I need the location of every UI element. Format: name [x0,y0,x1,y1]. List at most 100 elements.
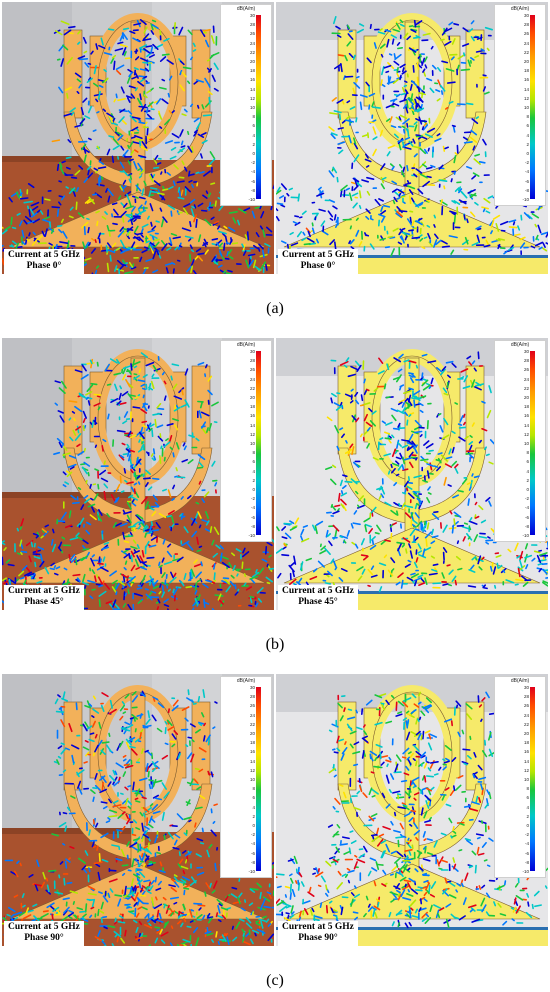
figure-row-a: dB(A/m) 30 28 26 24 22 20 18 16 14 12 10 8 6 4 2 0 -2 -4 -6… [0,2,550,274]
colorbar-tick-label: -10 [522,197,529,202]
colorbar-tick-label: 4 [252,468,255,474]
colorbar-tick-label: 2 [526,813,529,819]
colorbar-tick-label: 22 [523,385,529,391]
colorbar-tick-label: -6 [524,850,529,856]
colorbar-tick-label: 0 [526,151,529,156]
colorbar-tick-label: 14 [249,422,255,428]
colorbar-ticks: 30 28 26 24 22 20 18 16 14 12 10 8 6 4 2 0 -2 -4 -6 -8 -10 [243,13,255,202]
colorbar-tick-label: 12 [523,95,529,101]
ground-strip [336,257,548,274]
colorbar-tick-label: 8 [252,114,255,120]
colorbar-tick-label: 30 [249,349,255,354]
colorbar: dB(A/m) 30 28 26 24 22 20 18 16 14 12 10 8 6 4 2 0 -2 -4 -6… [220,4,272,206]
colorbar-tick-label: 16 [249,77,255,83]
colorbar-tick-label: -10 [248,533,255,538]
colorbar-tick-label: 10 [249,777,255,782]
panel-label-frequency: Current at 5 GHz [282,586,354,596]
simulation-panel-right: dB(A/m) 30 28 26 24 22 20 18 16 14 12 10 8 6 4 2 0 -2 -4 -6… [276,2,548,274]
colorbar-unit: dB(A/m) [510,342,530,348]
colorbar-tick-label: 2 [526,477,529,483]
antenna [9,685,267,920]
colorbar-tick-label: 20 [249,59,255,64]
colorbar-tick-label: 0 [526,823,529,828]
figure-row-b: dB(A/m) 30 28 26 24 22 20 18 16 14 12 10 8 6 4 2 0 -2 -4 -6… [0,338,550,610]
colorbar-tick-label: 18 [249,68,255,74]
colorbar-tick-label: -8 [250,859,255,865]
colorbar-tick-label: -4 [524,505,529,511]
colorbar-tick-label: 20 [523,395,529,400]
colorbar-gradient [530,15,535,199]
colorbar-tick-label: -6 [524,514,529,520]
colorbar-tick-label: 24 [523,712,529,718]
colorbar-ticks: 30 28 26 24 22 20 18 16 14 12 10 8 6 4 2 0 -2 -4 -6 -8 -10 [517,13,529,202]
colorbar-tick-label: 18 [249,404,255,410]
colorbar-tick-label: 22 [523,49,529,55]
colorbar-unit: dB(A/m) [510,6,530,12]
colorbar-tick-label: -8 [250,187,255,193]
colorbar-tick-label: 28 [249,694,255,700]
panel-label-phase: Phase 90° [24,933,64,943]
colorbar-tick-label: 26 [523,31,529,37]
colorbar-unit: dB(A/m) [236,6,256,12]
colorbar-unit: dB(A/m) [236,342,256,348]
colorbar-gradient [256,687,261,871]
colorbar-tick-label: 20 [523,59,529,64]
colorbar-tick-label: 12 [523,431,529,437]
colorbar-tick-label: -8 [524,523,529,529]
colorbar-tick-label: 28 [523,22,529,28]
colorbar-tick-label: 30 [523,13,529,18]
colorbar-tick-label: 2 [252,477,255,483]
colorbar-tick-label: 20 [249,395,255,400]
colorbar-ticks: 30 28 26 24 22 20 18 16 14 12 10 8 6 4 2 0 -2 -4 -6 -8 -10 [243,685,255,874]
colorbar-tick-label: -4 [250,841,255,847]
colorbar-tick-label: 2 [252,813,255,819]
simulation-panel-left: dB(A/m) 30 28 26 24 22 20 18 16 14 12 10 8 6 4 2 0 -2 -4 -6… [2,338,274,610]
colorbar-tick-label: 30 [249,13,255,18]
current-arrows [276,351,548,593]
colorbar: dB(A/m) 30 28 26 24 22 20 18 16 14 12 10 8 6 4 2 0 -2 -4 -6… [220,676,272,878]
colorbar-tick-label: 22 [249,49,255,55]
colorbar-tick-label: 20 [523,731,529,736]
colorbar: dB(A/m) 30 28 26 24 22 20 18 16 14 12 10 8 6 4 2 0 -2 -4 -6… [220,340,272,542]
subfigure-caption: (b) [265,636,285,653]
colorbar-tick-label: 18 [523,68,529,74]
colorbar-tick-label: 24 [523,40,529,46]
colorbar-gradient [256,15,261,199]
colorbar-tick-label: 8 [526,786,529,792]
panel-label: Current at 5 GHz Phase 45° [278,585,358,610]
colorbar-tick-label: 0 [252,151,255,156]
colorbar-gradient [256,351,261,535]
colorbar-tick-label: -2 [524,496,529,502]
colorbar-tick-label: 10 [523,777,529,782]
colorbar-tick-label: 24 [249,40,255,46]
simulation-panel-left: dB(A/m) 30 28 26 24 22 20 18 16 14 12 10 8 6 4 2 0 -2 -4 -6… [2,674,274,946]
colorbar: dB(A/m) 30 28 26 24 22 20 18 16 14 12 10 8 6 4 2 0 -2 -4 -6… [494,676,546,878]
colorbar-tick-label: 26 [249,367,255,373]
colorbar-tick-label: 4 [252,132,255,138]
ground-strip [336,929,548,946]
colorbar-tick-label: 12 [523,767,529,773]
colorbar-tick-label: -10 [522,869,529,874]
colorbar-tick-label: -6 [250,178,255,184]
panel-label: Current at 5 GHz Phase 90° [278,921,358,946]
colorbar-tick-label: 6 [526,459,529,465]
simulation-panel-right: dB(A/m) 30 28 26 24 22 20 18 16 14 12 10 8 6 4 2 0 -2 -4 -6… [276,338,548,610]
colorbar-tick-label: 28 [249,358,255,364]
colorbar-ticks: 30 28 26 24 22 20 18 16 14 12 10 8 6 4 2 0 -2 -4 -6 -8 -10 [243,349,255,538]
colorbar-tick-label: 28 [249,22,255,28]
colorbar-tick-label: 26 [523,703,529,709]
colorbar-tick-label: 4 [526,468,529,474]
colorbar-tick-label: 14 [523,86,529,92]
colorbar-tick-label: 16 [523,413,529,419]
colorbar-tick-label: 12 [249,767,255,773]
colorbar-tick-label: 6 [252,123,255,129]
colorbar-tick-label: 4 [526,804,529,810]
colorbar-gradient [530,687,535,871]
colorbar-tick-label: 16 [523,77,529,83]
colorbar-tick-label: 16 [523,749,529,755]
colorbar-tick-label: 18 [523,740,529,746]
colorbar-tick-label: -4 [524,169,529,175]
colorbar-tick-label: 6 [526,795,529,801]
panel-label-phase: Phase 45° [24,597,64,607]
colorbar-tick-label: 22 [249,721,255,727]
